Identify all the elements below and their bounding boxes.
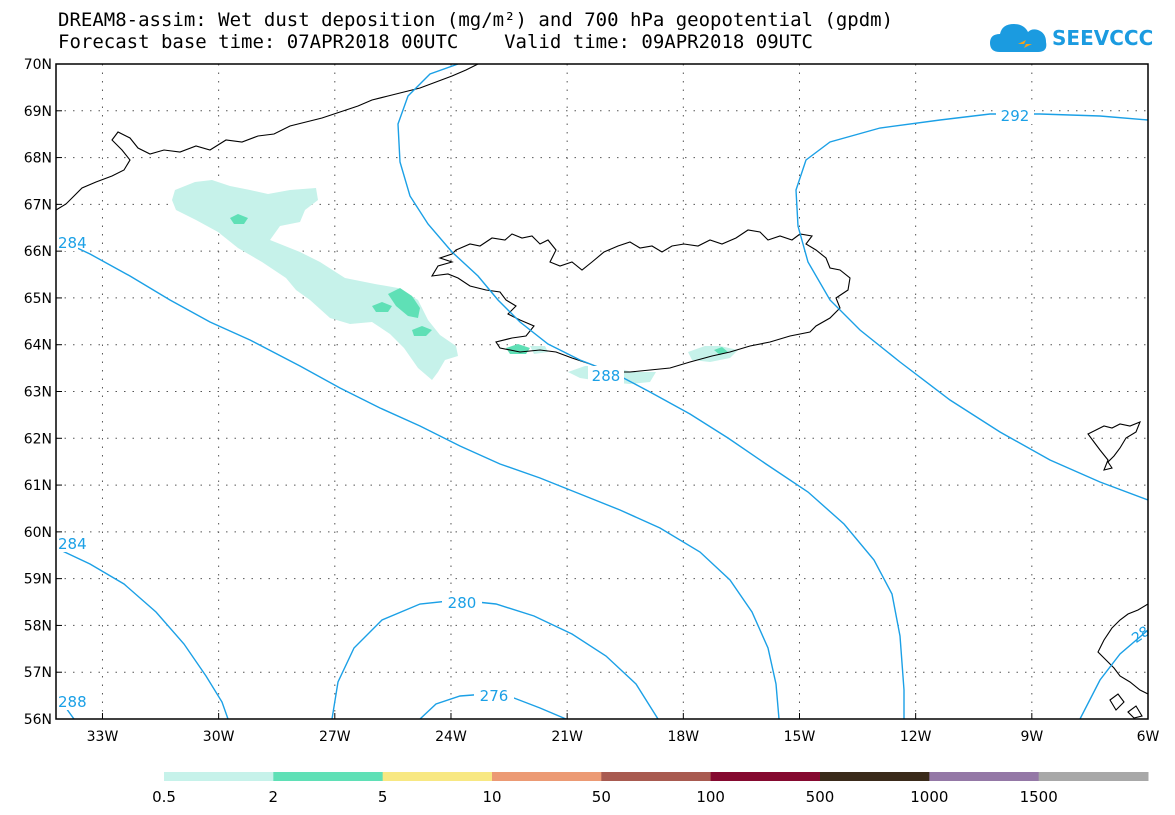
legend-swatch (164, 772, 274, 781)
legend-swatch (273, 772, 384, 781)
lat-label: 56N (24, 712, 52, 728)
dust-area-iceland-s (688, 346, 738, 362)
contour-label-276: 276 (480, 687, 509, 705)
legend-label: 50 (592, 788, 611, 806)
lon-label: 27W (319, 729, 351, 745)
dust-area-high-2 (388, 288, 420, 318)
lat-label: 57N (24, 665, 52, 681)
contour-label-284-southwest: 284 (58, 535, 87, 553)
dust-area-high-3 (372, 302, 392, 312)
axis-labels: 70N 69N 68N 67N 66N 65N 64N 63N 62N 61N 60N 59N 58N 5… (24, 57, 1160, 745)
iceland-coastline (430, 229, 851, 373)
lon-label: 6W (1137, 729, 1160, 745)
dust-area-west (172, 180, 458, 380)
contour-label-284-west: 284 (58, 234, 87, 252)
contour-label-bg (474, 686, 514, 704)
contour-292 (795, 113, 1148, 501)
contour-label-288-southwest: 288 (58, 693, 87, 711)
lat-label: 66N (24, 244, 52, 260)
contour-288-southeast (1079, 629, 1148, 719)
color-legend: 0.5 2 5 10 50 100 500 1000 1500 (152, 772, 1149, 806)
cloud-icon (990, 24, 1047, 52)
greenland-coastline (56, 64, 479, 211)
geopotential-contours (56, 64, 1148, 719)
faroe-islands (1087, 421, 1141, 471)
contour-288 (397, 64, 905, 719)
contour-label-bg (588, 366, 624, 384)
legend-label: 0.5 (152, 788, 176, 806)
contour-labels: 292 288 284 284 288 280 276 28 (50, 106, 1153, 711)
legend-swatch (601, 772, 712, 781)
dust-area-high-1 (230, 214, 248, 224)
scotland-coastline (1097, 603, 1148, 695)
lat-label: 62N (24, 431, 52, 447)
seevccc-logo: SEEVCCC (988, 18, 1153, 58)
legend-label: 100 (696, 788, 725, 806)
coastlines (56, 64, 1148, 719)
lat-label: 60N (24, 525, 52, 541)
contour-label-bg (50, 692, 78, 710)
legend-swatch (492, 772, 602, 781)
contour-label-bg (442, 593, 482, 611)
lat-label: 67N (24, 197, 52, 213)
contour-284-southwest (56, 547, 229, 719)
contour-label-bg (50, 233, 78, 251)
legend-swatch (820, 772, 930, 781)
forecast-times: Forecast base time: 07APR2018 00UTC Vali… (58, 31, 813, 53)
lon-label: 21W (551, 729, 583, 745)
legend-label: 500 (806, 788, 835, 806)
legend-swatch (710, 772, 821, 781)
contour-284 (56, 237, 780, 719)
contour-label-292: 292 (1001, 107, 1030, 125)
lat-label: 70N (24, 57, 52, 73)
lat-label: 64N (24, 338, 52, 354)
lat-label: 63N (24, 385, 52, 401)
legend-label: 2 (269, 788, 279, 806)
lon-label: 30W (203, 729, 235, 745)
contour-label-280: 280 (448, 594, 477, 612)
lon-label: 15W (784, 729, 816, 745)
legend-label: 1000 (910, 788, 948, 806)
lat-label: 69N (24, 104, 52, 120)
contour-label-288: 288 (592, 367, 621, 385)
legend-swatch (382, 772, 493, 781)
lon-label: 33W (87, 729, 119, 745)
lat-label: 68N (24, 151, 52, 167)
lon-label: 9W (1020, 729, 1043, 745)
dust-area-reykjanes (506, 344, 530, 354)
dust-deposition-shading (172, 180, 738, 384)
logo-text: SEEVCCC (1052, 26, 1154, 50)
dust-area-high-4 (412, 326, 432, 336)
legend-swatch (1038, 772, 1149, 781)
legend-swatch (929, 772, 1040, 781)
lon-label: 12W (900, 729, 932, 745)
legend-label: 10 (482, 788, 501, 806)
lon-label: 18W (667, 729, 699, 745)
legend-label: 5 (378, 788, 388, 806)
lat-label: 59N (24, 572, 52, 588)
lat-label: 65N (24, 291, 52, 307)
map-title: DREAM8-assim: Wet dust deposition (mg/m²… (58, 9, 894, 31)
contour-label-bg (50, 534, 78, 552)
contour-label-bg (996, 106, 1034, 124)
hebrides (1109, 693, 1143, 719)
legend-label: 1500 (1020, 788, 1058, 806)
lat-label: 58N (24, 618, 52, 634)
lon-label: 24W (435, 729, 467, 745)
lat-label: 61N (24, 478, 52, 494)
graticule (56, 64, 1148, 719)
map-frame (55, 63, 1149, 720)
